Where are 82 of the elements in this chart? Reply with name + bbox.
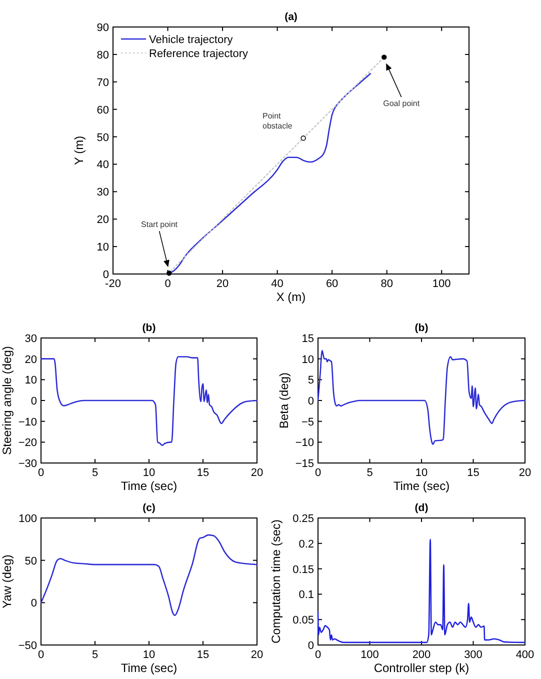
x-tick-label: 15 (467, 467, 480, 479)
chart-title: (b) (142, 322, 156, 334)
chart-title: (b) (414, 322, 428, 334)
x-tick-label: 10 (142, 467, 156, 479)
line-series (40, 534, 258, 616)
y-tick-label: 60 (96, 104, 109, 116)
y-tick-label: 50 (24, 555, 37, 568)
y-axis-title: Computation time (sec) (269, 519, 283, 644)
x-tick-label: 15 (196, 467, 210, 479)
x-tick-label: 60 (326, 278, 338, 290)
y-tick-label: 0.25 (292, 513, 314, 525)
y-tick-label: −50 (18, 640, 37, 652)
y-tick-label: 5 (308, 374, 314, 387)
x-tick-label: -20 (105, 278, 121, 290)
y-tick-label: 40 (96, 159, 109, 172)
y-tick-label: −15 (295, 458, 314, 470)
legend-label: Vehicle trajectory (149, 34, 234, 46)
x-axis-title: Time (sec) (393, 479, 450, 493)
x-tick-label: 10 (415, 467, 428, 479)
chart-title: (d) (414, 502, 428, 514)
x-tick-label: 0 (164, 278, 171, 290)
x-tick-label: 200 (412, 649, 431, 661)
y-tick-label: −20 (18, 437, 37, 450)
annotation: Goal point (383, 99, 420, 108)
y-tick-label: 10 (96, 242, 109, 254)
y-tick-label: 0.2 (298, 538, 314, 550)
x-tick-label: 300 (464, 649, 482, 661)
point (382, 54, 387, 60)
x-tick-label: 40 (271, 278, 284, 290)
line-series (40, 356, 258, 446)
y-tick-label: −10 (295, 437, 314, 450)
y-tick-label: 80 (96, 49, 109, 62)
y-tick-label: 10 (24, 374, 37, 387)
y-tick-label: 90 (96, 22, 109, 34)
y-tick-label: 0 (30, 598, 37, 610)
x-tick-label: 20 (250, 467, 264, 479)
y-axis-title: Beta (deg) (277, 372, 291, 429)
x-tick-label: 5 (366, 467, 373, 479)
y-axis-title: Y (m) (72, 136, 86, 166)
y-tick-label: 0 (30, 396, 37, 408)
x-tick-label: 20 (216, 278, 229, 290)
y-tick-label: 100 (18, 513, 37, 525)
x-tick-label: 80 (380, 278, 393, 290)
x-tick-label: 15 (196, 649, 210, 661)
point (166, 270, 172, 276)
x-axis-title: X (m) (276, 290, 306, 304)
x-tick-label: 100 (432, 278, 451, 290)
y-tick-label: −30 (18, 458, 37, 470)
x-tick-label: 400 (516, 649, 534, 661)
y-tick-label: 30 (24, 333, 37, 345)
annotation: Start point (141, 220, 178, 230)
y-axis-title: Steering angle (deg) (0, 346, 14, 455)
x-tick-label: 20 (250, 649, 264, 661)
y-tick-label: 20 (24, 354, 37, 366)
y-tick-label: 50 (96, 132, 109, 144)
y-tick-label: 0.1 (298, 589, 314, 602)
x-tick-label: 10 (142, 649, 156, 661)
legend-label: Reference trajectory (149, 48, 249, 60)
x-axis-title: Controller step (k) (374, 661, 470, 675)
y-tick-label: 10 (302, 354, 314, 366)
y-tick-label: −5 (301, 416, 314, 428)
y-tick-label: 0.05 (292, 614, 314, 627)
y-tick-label: 30 (96, 186, 109, 199)
x-tick-label: 100 (360, 649, 379, 661)
y-tick-label: 0.15 (292, 564, 314, 576)
chart-title: (c) (142, 502, 156, 514)
line-series (317, 538, 526, 644)
x-axis-title: Time (sec) (120, 661, 178, 675)
y-tick-label: 0 (308, 396, 314, 408)
annotation: Point obstacle (262, 111, 293, 130)
y-axis-title: Yaw (deg) (0, 554, 14, 608)
line-series (317, 350, 526, 445)
y-tick-label: 20 (96, 214, 109, 226)
point (300, 136, 306, 141)
y-tick-label: 0 (308, 640, 314, 652)
x-axis-title: Time (sec) (120, 479, 178, 493)
x-tick-label: 20 (518, 467, 532, 479)
chart-title: (a) (284, 11, 298, 23)
y-tick-label: 0 (102, 269, 109, 281)
y-tick-label: 15 (302, 333, 314, 345)
y-tick-label: 70 (96, 76, 109, 89)
y-tick-label: −10 (18, 416, 37, 428)
